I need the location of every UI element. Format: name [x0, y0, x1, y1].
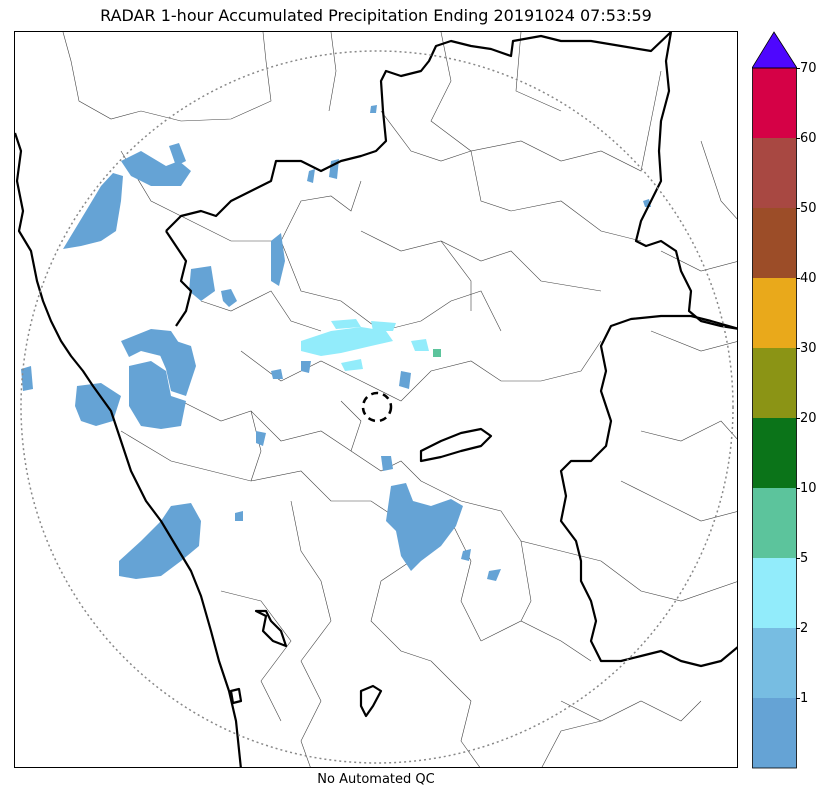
colorbar-segment [752, 418, 797, 488]
colorbar-segment [752, 138, 797, 208]
radar-site-marker [361, 391, 393, 423]
colorbar-overflow-arrow [752, 31, 797, 69]
colorbar-tick [796, 698, 800, 699]
colorbar-tick-label: 1 [800, 691, 809, 706]
colorbar-tick-label: 5 [800, 551, 809, 566]
precipitation-light [21, 105, 651, 581]
colorbar-segment [752, 68, 797, 138]
colorbar-segment [752, 348, 797, 418]
colorbar-tick [796, 488, 800, 489]
colorbar-tick [796, 628, 800, 629]
qc-status-label: No Automated QC [317, 772, 435, 787]
range-ring [20, 50, 734, 764]
colorbar-tick-label: 60 [800, 131, 817, 146]
precipitation-heavy [433, 349, 441, 357]
colorbar-tick [796, 138, 800, 139]
colorbar-tick-label: 10 [800, 481, 817, 496]
colorbar-segment [752, 278, 797, 348]
colorbar-segment [752, 558, 797, 628]
precipitation-colorbar [752, 31, 797, 769]
precipitation-moderate [301, 319, 429, 371]
colorbar-tick-label: 50 [800, 201, 817, 216]
colorbar-segment [752, 208, 797, 278]
colorbar-tick [796, 208, 800, 209]
colorbar-tick [796, 68, 800, 69]
colorbar-tick-label: 20 [800, 411, 817, 426]
colorbar-tick-label: 2 [800, 621, 809, 636]
colorbar-tick-label: 70 [800, 61, 817, 76]
colorbar-segment [752, 488, 797, 558]
colorbar-tick [796, 278, 800, 279]
colorbar-tick [796, 418, 800, 419]
colorbar-segment [752, 698, 797, 768]
map-title: RADAR 1-hour Accumulated Precipitation E… [100, 6, 652, 25]
colorbar-tick-label: 40 [800, 271, 817, 286]
state-boundaries [15, 32, 737, 767]
colorbar-tick [796, 558, 800, 559]
colorbar-tick-label: 30 [800, 341, 817, 356]
radar-map[interactable] [14, 31, 738, 768]
colorbar-segment [752, 628, 797, 698]
colorbar-tick [796, 348, 800, 349]
